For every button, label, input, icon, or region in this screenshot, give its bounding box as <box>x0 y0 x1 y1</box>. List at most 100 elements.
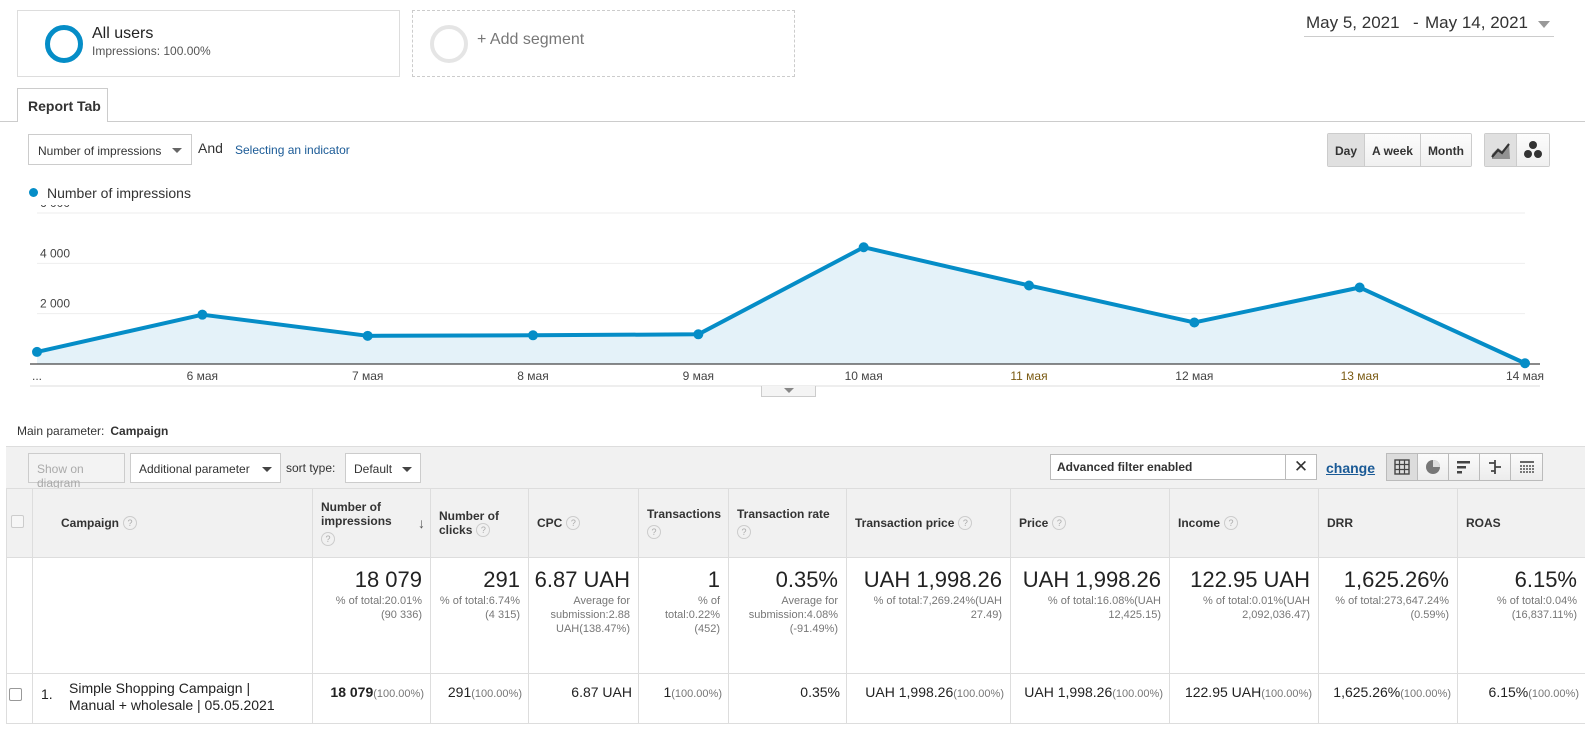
advanced-filter-input[interactable]: Advanced filter enabled <box>1050 454 1286 480</box>
total-value: 1 <box>707 567 720 592</box>
total-transaction-rate: 0.35% Average for submission:4.08% (-91.4… <box>728 557 847 674</box>
change-filter-link[interactable]: change <box>1326 460 1376 476</box>
report-table: Campaign? Number of impressions? ↓ Number… <box>6 488 1585 724</box>
col-header-cpc[interactable]: CPC? <box>528 488 639 558</box>
period-month-button[interactable]: Month <box>1420 134 1471 166</box>
period-week-button[interactable]: A week <box>1365 134 1421 166</box>
total-value: 0.35% <box>775 567 838 592</box>
cell-value: 6.87 UAH <box>571 684 632 700</box>
line-chart-button[interactable] <box>1485 134 1517 166</box>
date-range-picker[interactable]: May 5, 2021 - May 14, 2021 <box>1304 11 1554 37</box>
segment-subtitle: Impressions: 100.00% <box>92 44 211 58</box>
row-campaign-cell: 1. Simple Shopping Campaign | Manual + w… <box>32 673 313 724</box>
total-sub: % of total:7,269.24%(UAH 27.49) <box>873 595 1002 621</box>
performance-view-button[interactable] <box>1449 454 1480 480</box>
row-income: 122.95 UAH(100.00%) <box>1169 673 1319 724</box>
x-tick-label: 11 мая <box>1010 369 1047 383</box>
tab-divider <box>0 121 1585 122</box>
segment-title: All users <box>92 25 154 42</box>
col-header-cpc-label: CPC <box>537 516 563 530</box>
total-price: UAH 1,998.26 % of total:16.08%(UAH 12,425… <box>1010 557 1170 674</box>
cell-value: 6.15% <box>1488 684 1529 700</box>
col-header-transactions[interactable]: Transactions? <box>638 488 729 558</box>
col-header-income[interactable]: Income? <box>1169 488 1319 558</box>
help-icon[interactable]: ? <box>647 525 661 539</box>
period-day-button[interactable]: Day <box>1328 134 1366 166</box>
data-point <box>1520 358 1530 369</box>
col-header-price[interactable]: Price? <box>1010 488 1170 558</box>
data-point <box>1189 317 1200 328</box>
col-header-drr[interactable]: DRR <box>1318 488 1458 558</box>
total-sub: % of total:16.08%(UAH 12,425.15) <box>1047 595 1161 621</box>
x-tick-label: 7 мая <box>352 369 383 383</box>
date-start: May 5, 2021 <box>1306 13 1400 32</box>
help-icon[interactable]: ? <box>1052 516 1067 530</box>
cell-pct: (100.00%) <box>471 688 522 700</box>
show-on-diagram-button[interactable]: Show on diagram <box>28 453 125 490</box>
col-header-roas[interactable]: ROAS <box>1457 488 1585 558</box>
col-header-impressions[interactable]: Number of impressions? ↓ <box>312 488 431 558</box>
x-tick-label: 12 мая <box>1175 369 1213 383</box>
col-header-clicks[interactable]: Number of clicks? <box>430 488 529 558</box>
data-point <box>858 242 869 253</box>
totals-row: 18 079 % of total:20.01% (90 336) 291 % of… <box>6 557 1585 674</box>
sort-descending-icon: ↓ <box>418 515 425 531</box>
cell-pct: (100.00%) <box>1112 688 1163 700</box>
x-tick-label: 8 мая <box>517 369 548 383</box>
row-cpc: 6.87 UAH <box>528 673 639 724</box>
comparison-view-button[interactable] <box>1480 454 1511 480</box>
period-toggle: Day A week Month <box>1327 133 1472 167</box>
col-header-transactions-label: Transactions <box>647 507 722 521</box>
sort-type-label: sort type: <box>286 461 336 475</box>
help-icon[interactable]: ? <box>123 516 138 530</box>
x-tick-label: 14 мая <box>1506 369 1544 383</box>
segment-all-users[interactable]: All users Impressions: 100.00% <box>17 10 400 77</box>
pivot-view-button[interactable] <box>1511 454 1542 480</box>
main-parameter-value[interactable]: Campaign <box>110 424 169 438</box>
help-icon[interactable]: ? <box>958 516 973 530</box>
help-icon[interactable]: ? <box>321 532 335 546</box>
col-header-campaign[interactable]: Campaign? <box>32 488 313 558</box>
total-value: 122.95 UAH <box>1190 567 1310 592</box>
x-tick-label: 9 мая <box>683 369 714 383</box>
total-impressions: 18 079 % of total:20.01% (90 336) <box>312 557 431 674</box>
total-sub: % of total:0.01%(UAH 2,092,036.47) <box>1203 595 1310 621</box>
col-header-transaction-rate[interactable]: Transaction rate? <box>728 488 847 558</box>
help-icon[interactable]: ? <box>566 516 581 530</box>
data-point <box>528 330 538 341</box>
chart-type-toggle <box>1484 133 1550 167</box>
line-chart-icon <box>1491 143 1510 159</box>
chevron-down-icon <box>1538 21 1550 28</box>
add-segment-label: + Add segment <box>477 31 585 48</box>
segment-ring-icon <box>45 25 83 63</box>
metric-select[interactable]: Number of impressions <box>28 134 192 165</box>
help-icon[interactable]: ? <box>476 523 491 537</box>
clear-filter-button[interactable]: ✕ <box>1285 454 1317 480</box>
bubble-chart-icon <box>1524 141 1542 158</box>
total-roas: 6.15% % of total:0.04% (16,837.11%) <box>1457 557 1585 674</box>
total-value: 6.87 UAH <box>534 567 630 592</box>
col-header-transaction-price[interactable]: Transaction price? <box>846 488 1011 558</box>
col-header-clicks-label: Number of clicks <box>439 509 499 537</box>
main-parameter: Main parameter: Campaign <box>17 424 168 438</box>
add-segment-button[interactable]: + Add segment <box>412 10 795 77</box>
help-icon[interactable]: ? <box>1224 516 1239 530</box>
select-indicator-link[interactable]: Selecting an indicator <box>235 143 350 157</box>
data-table-view-button[interactable] <box>1387 454 1418 480</box>
total-sub: % of total:20.01% (90 336) <box>335 595 422 621</box>
sort-type-select[interactable]: Default <box>345 453 421 483</box>
chart-collapse-handle[interactable] <box>761 386 816 397</box>
row-checkbox[interactable] <box>9 688 22 701</box>
cell-pct: (100.00%) <box>671 688 722 700</box>
row-campaign-link[interactable]: Simple Shopping Campaign | Manual + whol… <box>69 680 275 713</box>
impressions-chart: 2 000 4 000 6 000... 6 мая 7 мая 8 мая 9 мая 10… <box>30 205 1544 387</box>
additional-parameter-select[interactable]: Additional parameter <box>130 453 281 483</box>
motion-chart-button[interactable] <box>1517 134 1549 166</box>
cell-value: 122.95 UAH <box>1184 684 1262 700</box>
tab-report[interactable]: Report Tab <box>17 88 108 122</box>
help-icon[interactable]: ? <box>737 525 751 539</box>
total-value: 1,625.26% <box>1343 567 1449 592</box>
select-all-checkbox[interactable] <box>11 515 24 528</box>
series-area <box>37 247 1525 364</box>
pie-view-button[interactable] <box>1418 454 1449 480</box>
